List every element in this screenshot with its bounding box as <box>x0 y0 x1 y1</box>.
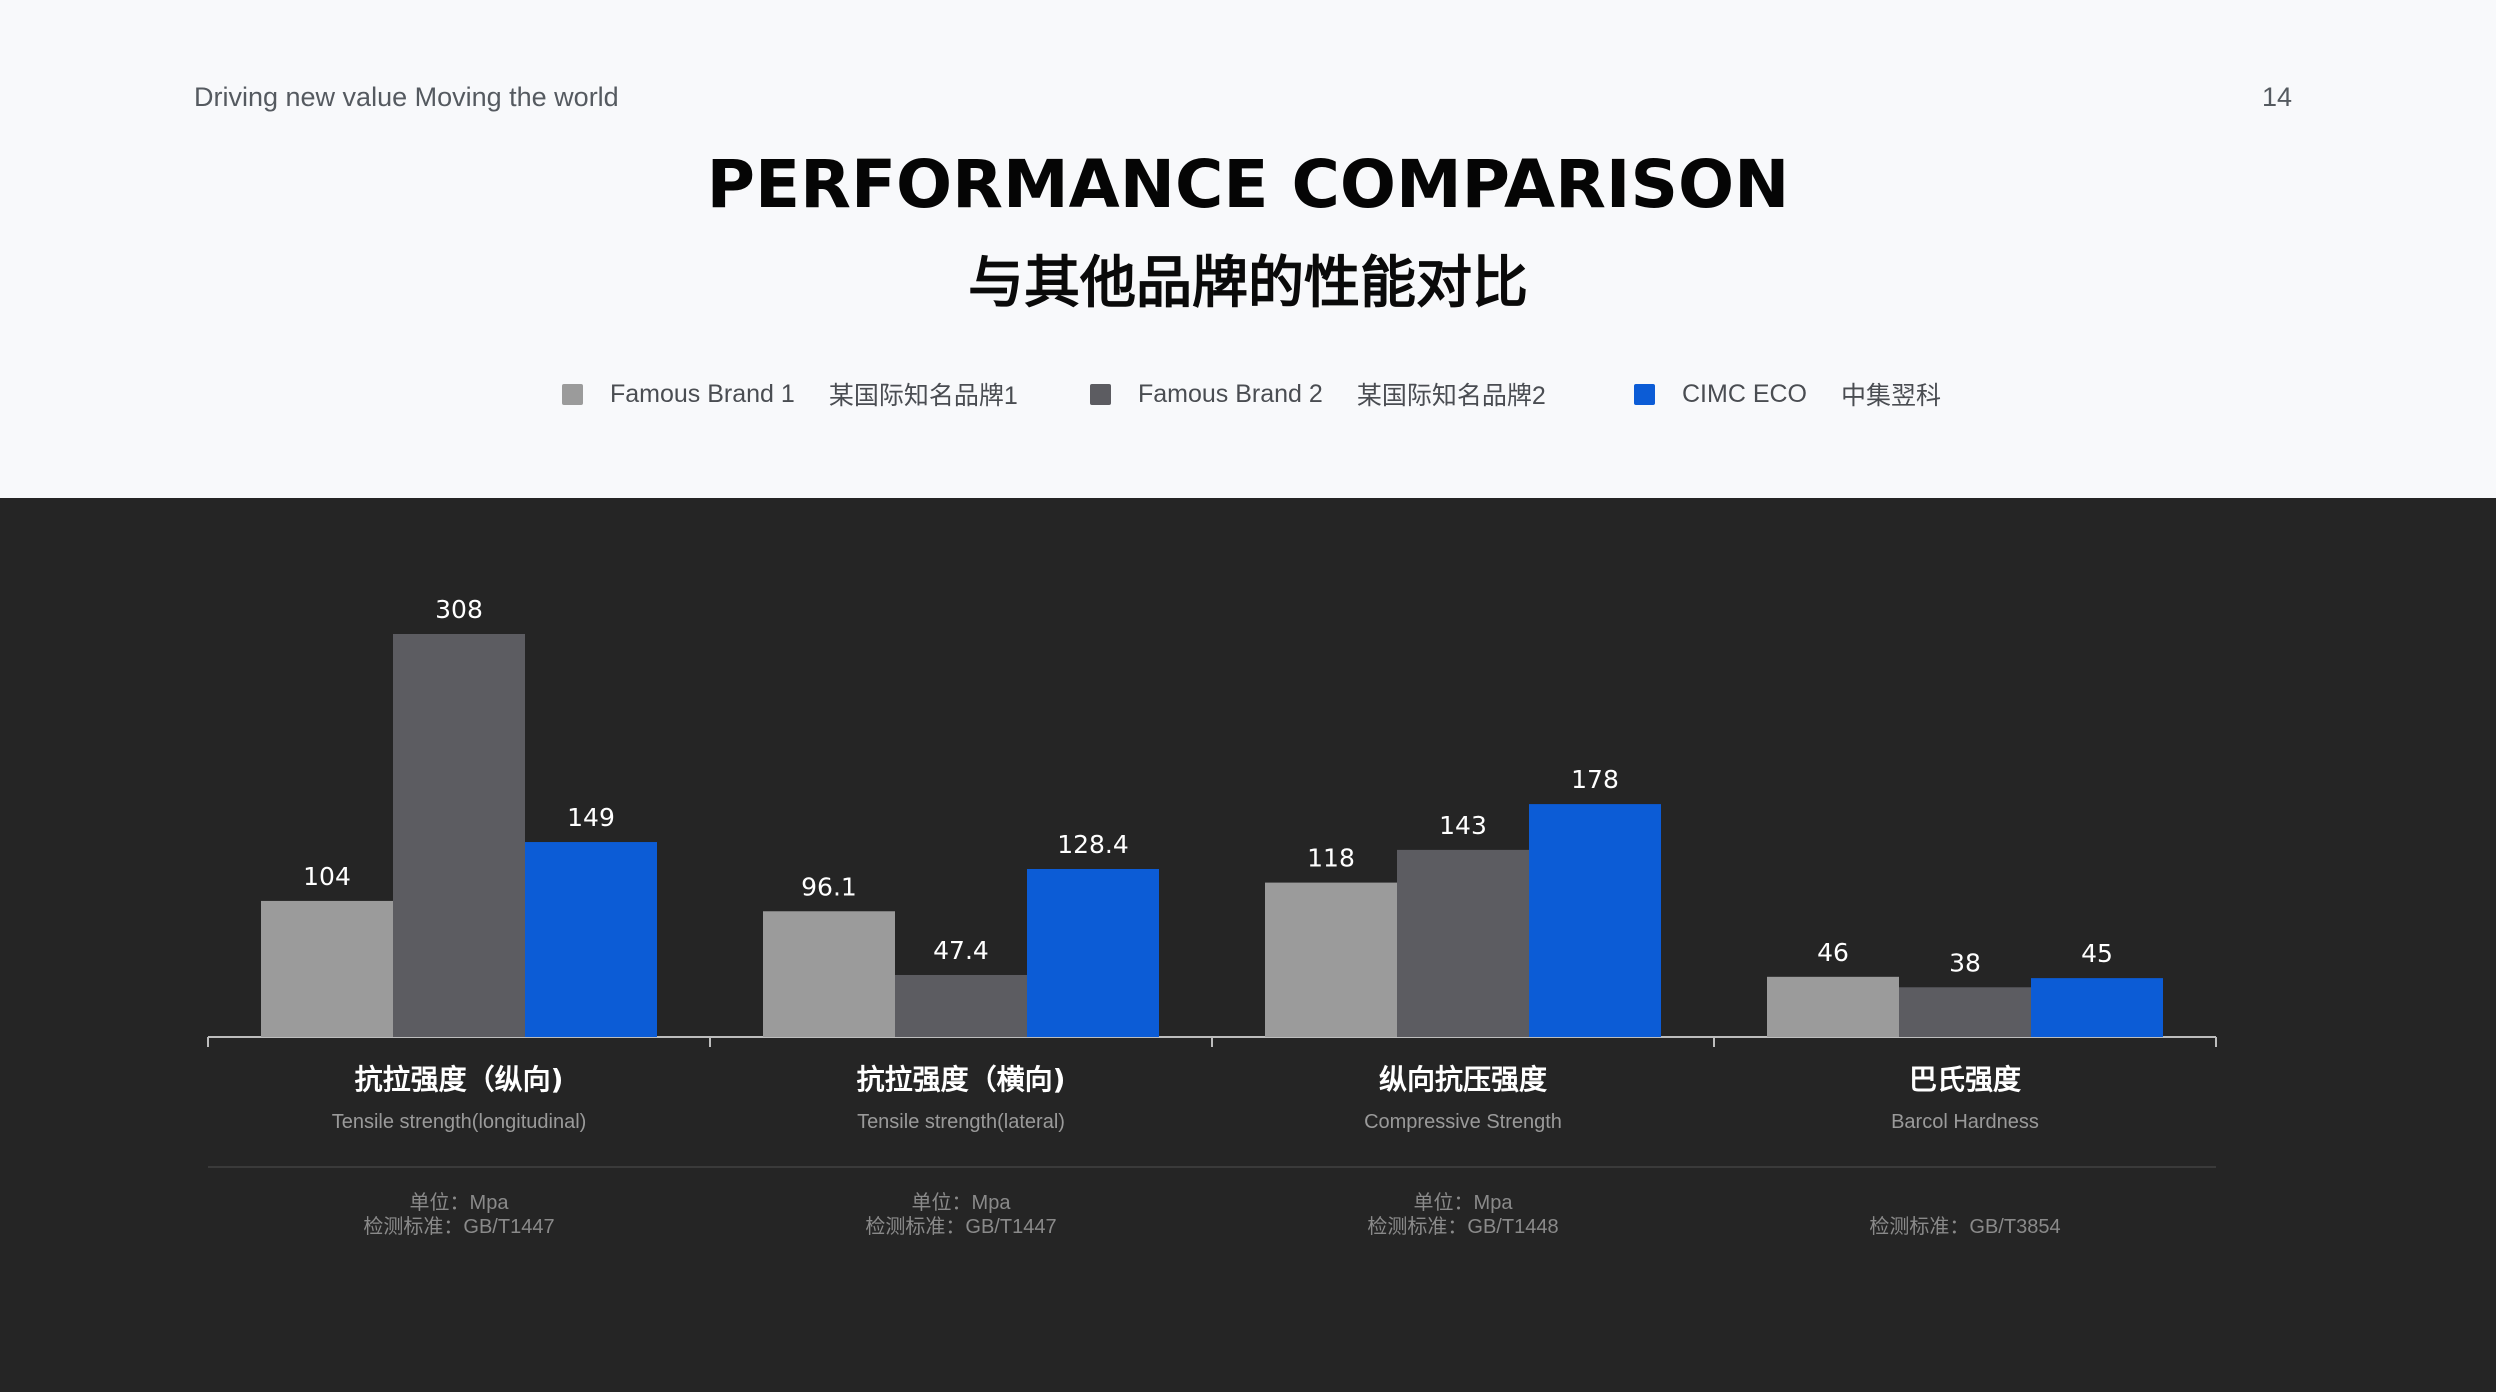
bar <box>261 900 393 1037</box>
bar-value-label: 45 <box>2081 939 2113 968</box>
legend-swatch-brand2 <box>1090 383 1111 405</box>
bar <box>763 911 895 1037</box>
legend-label-brand1: Famous Brand 1 <box>610 379 795 408</box>
category-label-en: Barcol Hardness <box>1891 1111 2039 1133</box>
category-label-cn: 抗拉强度（横向) <box>857 1063 1066 1096</box>
bar-value-label: 104 <box>303 862 351 891</box>
bar <box>1529 804 1661 1037</box>
legend-item-brand1: Famous Brand 1 某国际知名品牌1 <box>562 376 1018 412</box>
chart-section: 104 308 149 抗拉强度（纵向) Tensile strength(longit… <box>0 498 2496 1392</box>
bar-value-label: 149 <box>567 803 615 832</box>
bar <box>895 974 1027 1037</box>
standard-note: 检测标准：GB/T1448 <box>1367 1215 1558 1238</box>
bar <box>1397 849 1529 1037</box>
bar-value-label: 128.4 <box>1057 830 1129 859</box>
bar-value-label: 46 <box>1817 938 1849 967</box>
bar <box>525 842 657 1037</box>
bar <box>1265 882 1397 1037</box>
legend-label-cimc-cn: 中集翌科 <box>1841 382 1942 410</box>
bar <box>1899 987 2031 1037</box>
standard-note: 检测标准：GB/T3854 <box>1869 1215 2060 1238</box>
bar-value-label: 118 <box>1307 844 1355 873</box>
bar-value-label: 143 <box>1439 811 1487 840</box>
category-label-en: Tensile strength(longitudinal) <box>332 1111 587 1133</box>
chart-legend: Famous Brand 1 某国际知名品牌1 Famous Brand 2 某… <box>0 376 2496 416</box>
legend-label-brand1-cn: 某国际知名品牌1 <box>828 382 1018 410</box>
page-title: PERFORMANCE COMPARISON <box>706 146 1790 223</box>
standard-note: 检测标准：GB/T1447 <box>865 1215 1056 1238</box>
page-number: 14 <box>2261 82 2292 112</box>
tagline: Driving new value Moving the world <box>194 82 619 112</box>
unit-note: 单位：Mpa <box>410 1191 510 1214</box>
category-label-cn: 巴氏强度 <box>1909 1063 2021 1096</box>
bar <box>393 634 525 1037</box>
bar-value-label: 308 <box>435 595 483 624</box>
bar <box>2031 978 2163 1037</box>
page-subtitle: 与其他品牌的性能对比 <box>968 251 1528 316</box>
unit-note: 单位：Mpa <box>1414 1191 1514 1214</box>
legend-label-brand2-cn: 某国际知名品牌2 <box>1356 382 1546 410</box>
legend-label-cimc: CIMC ECO <box>1682 379 1807 408</box>
bar-chart: 104 308 149 抗拉强度（纵向) Tensile strength(longit… <box>207 595 2217 1238</box>
bar-value-label: 47.4 <box>933 936 989 965</box>
bar-value-label: 96.1 <box>801 872 857 901</box>
category-label-en: Tensile strength(lateral) <box>857 1111 1065 1133</box>
category-label-en: Compressive Strength <box>1364 1111 1562 1133</box>
legend-label-brand2: Famous Brand 2 <box>1138 379 1323 408</box>
unit-note: 单位：Mpa <box>912 1191 1012 1214</box>
legend-swatch-brand1 <box>562 383 583 405</box>
bar-value-label: 38 <box>1949 948 1981 977</box>
category-label-cn: 纵向抗压强度 <box>1379 1063 1547 1096</box>
bar <box>1027 868 1159 1037</box>
legend-swatch-cimc <box>1634 383 1655 405</box>
legend-item-brand2: Famous Brand 2 某国际知名品牌2 <box>1090 376 1546 412</box>
category-label-cn: 抗拉强度（纵向) <box>355 1063 564 1096</box>
legend-item-cimc: CIMC ECO 中集翌科 <box>1634 376 1941 412</box>
bar <box>1767 976 1899 1037</box>
standard-note: 检测标准：GB/T1447 <box>363 1215 554 1238</box>
bar-value-label: 178 <box>1571 765 1619 794</box>
header-section: Driving new value Moving the world 14 PE… <box>0 0 2496 498</box>
